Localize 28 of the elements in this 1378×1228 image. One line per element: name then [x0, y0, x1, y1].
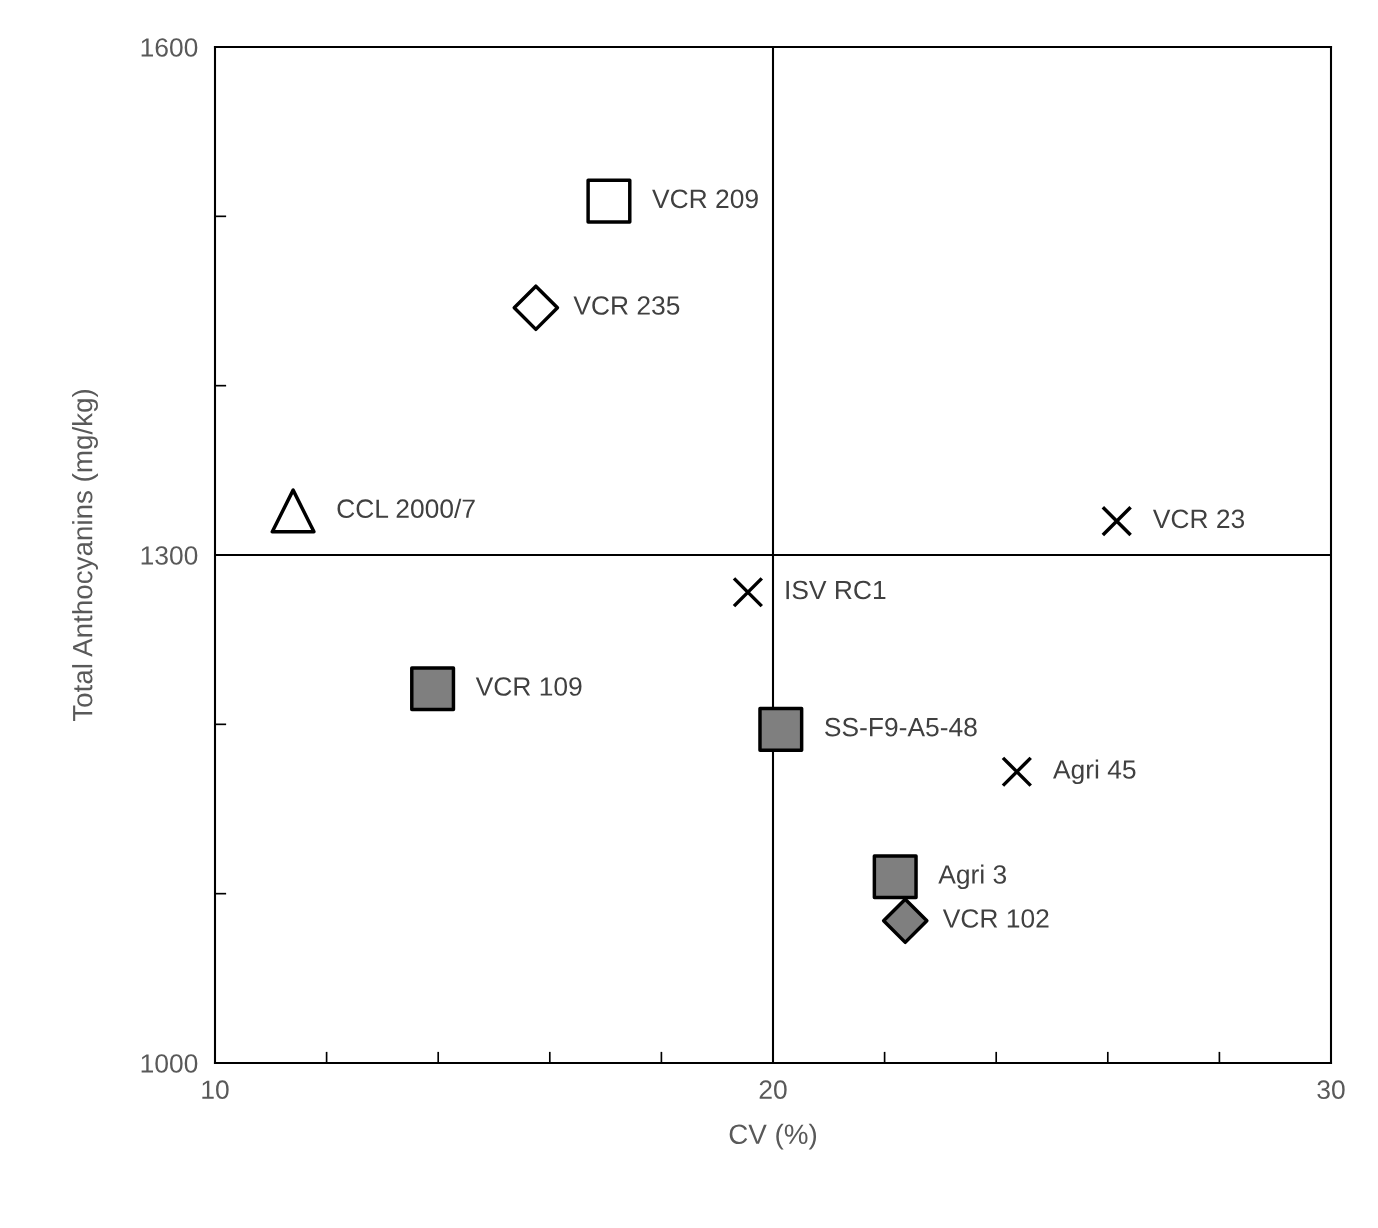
y-tick-label: 1300: [141, 546, 198, 565]
x-tick-label: 20: [759, 1080, 787, 1100]
series-label: CCL 2000/7: [337, 498, 475, 519]
series-label: VCR 23: [1152, 509, 1245, 529]
y-tick-label: 1000: [141, 1054, 198, 1073]
series-label: VCR 109: [475, 677, 582, 696]
series-label: Agri 3: [938, 864, 1007, 890]
series-label: VCR 102: [942, 909, 1049, 928]
point: [270, 488, 316, 534]
x-axis-title: CV (%): [729, 1123, 817, 1150]
point: [586, 178, 632, 224]
series-label: VCR 209: [652, 189, 758, 209]
series-label: SS-F9-A5-48: [825, 717, 977, 737]
y-axis-title: Total Anthocyanins (mg/kg): [72, 389, 98, 722]
series-label: VCR 235: [573, 296, 680, 315]
y-tick-label: 1600: [141, 38, 198, 57]
point: [881, 897, 929, 945]
point: [1101, 505, 1133, 537]
x-tick-label: 10: [202, 1080, 229, 1100]
point: [512, 284, 560, 332]
x-tick-label: 30: [1317, 1080, 1345, 1100]
point: [1001, 756, 1033, 788]
point: [872, 854, 918, 900]
series-label: Agri 45: [1053, 759, 1136, 785]
series-label: ISV RC1: [786, 580, 886, 600]
point: [758, 706, 804, 752]
point: [732, 576, 764, 608]
point: [410, 666, 456, 712]
